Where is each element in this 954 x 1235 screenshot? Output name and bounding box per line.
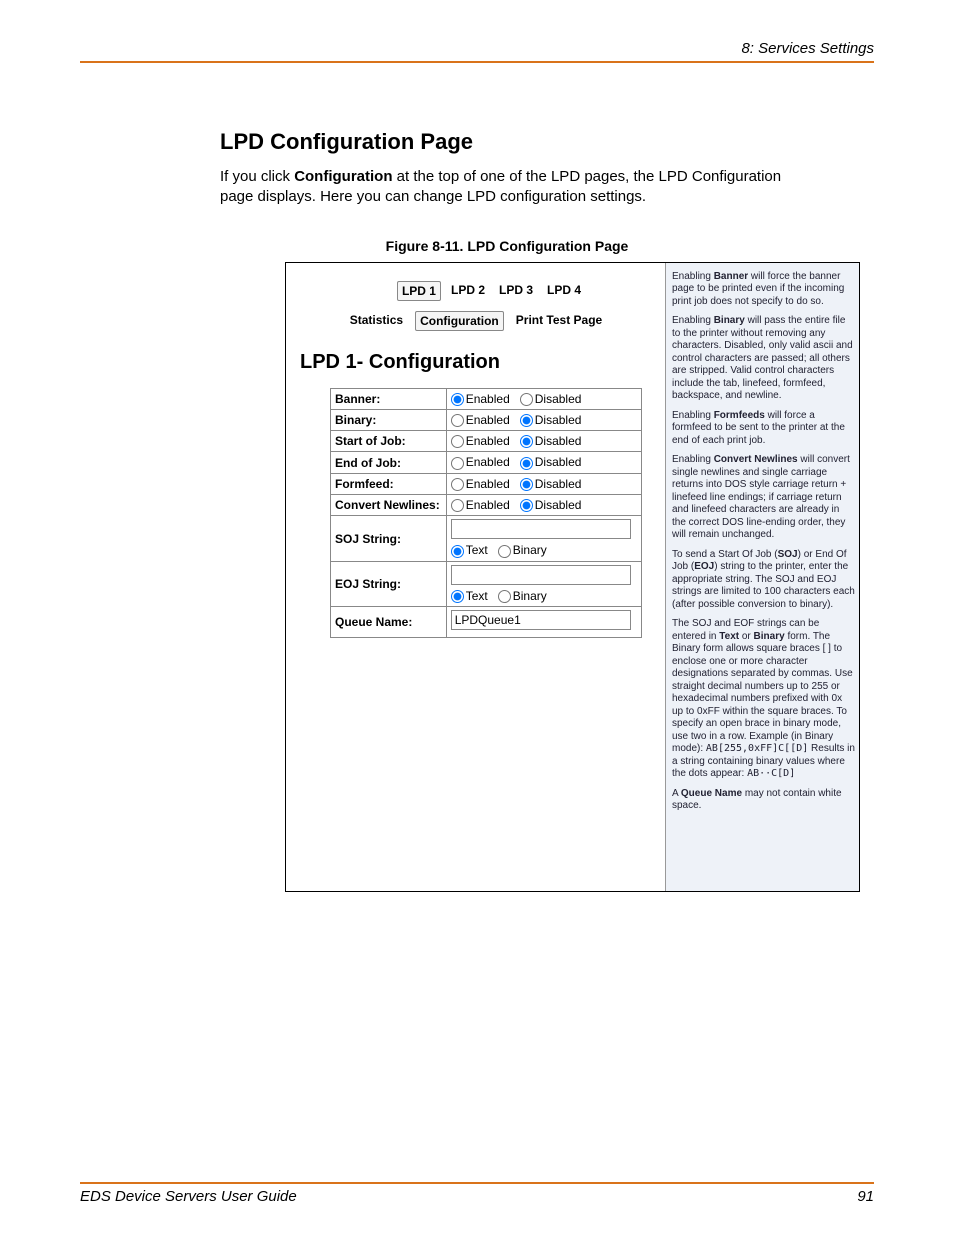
row-eoj: End of Job: Enabled Disabled [331,452,642,473]
subtab-configuration[interactable]: Configuration [415,311,504,331]
row-soj: Start of Job: Enabled Disabled [331,431,642,452]
binary-disabled[interactable]: Disabled [520,413,582,427]
tab-lpd1[interactable]: LPD 1 [397,281,441,301]
config-title: LPD 1- Configuration [300,351,658,374]
ff-enabled[interactable]: Enabled [451,477,510,491]
row-soj-string: SOJ String: Text Binary [331,516,642,561]
row-formfeed: Formfeed: Enabled Disabled [331,473,642,494]
label-formfeed: Formfeed: [331,473,447,494]
subtab-statistics[interactable]: Statistics [346,311,407,331]
eoj-disabled[interactable]: Disabled [520,455,582,469]
binary-enabled[interactable]: Enabled [451,413,510,427]
banner-enabled[interactable]: Enabled [451,392,510,406]
label-sojstr: SOJ String: [331,516,447,561]
intro-pre: If you click [220,168,294,185]
ff-disabled[interactable]: Disabled [520,477,582,491]
label-soj: Start of Job: [331,431,447,452]
lpd-tabs: LPD 1 LPD 2 LPD 3 LPD 4 [294,281,658,301]
subtab-print-test[interactable]: Print Test Page [512,311,606,331]
sojstr-binary[interactable]: Binary [498,543,547,557]
label-binary: Binary: [331,409,447,430]
eojstr-text[interactable]: Text [451,589,488,603]
row-banner: Banner: Enabled Disabled [331,388,642,409]
row-binary: Binary: Enabled Disabled [331,409,642,430]
footer-page-number: 91 [857,1188,874,1205]
label-eojstr: EOJ String: [331,561,447,606]
label-cnl: Convert Newlines: [331,495,447,516]
tab-lpd3[interactable]: LPD 3 [495,281,537,301]
figure-caption: Figure 8-11. LPD Configuration Page [200,238,814,254]
banner-disabled[interactable]: Disabled [520,392,582,406]
footer-left: EDS Device Servers User Guide [80,1188,297,1205]
screenshot-frame: LPD 1 LPD 2 LPD 3 LPD 4 Statistics Confi… [285,262,860,892]
eoj-string-input[interactable] [451,565,631,585]
section-title: LPD Configuration Page [220,129,814,155]
header-chapter: 8: Services Settings [741,40,874,57]
intro-bold: Configuration [294,168,392,185]
soj-disabled[interactable]: Disabled [520,434,582,448]
cnl-enabled[interactable]: Enabled [451,498,510,512]
cnl-disabled[interactable]: Disabled [520,498,582,512]
eojstr-binary[interactable]: Binary [498,589,547,603]
sub-tabs: Statistics Configuration Print Test Page [294,311,658,331]
label-queue: Queue Name: [331,607,447,638]
row-eoj-string: EOJ String: Text Binary [331,561,642,606]
label-eoj: End of Job: [331,452,447,473]
soj-enabled[interactable]: Enabled [451,434,510,448]
intro-paragraph: If you click Configuration at the top of… [220,167,814,208]
queue-name-input[interactable] [451,610,631,630]
config-panel: LPD 1 LPD 2 LPD 3 LPD 4 Statistics Confi… [286,263,666,891]
tab-lpd2[interactable]: LPD 2 [447,281,489,301]
row-queue-name: Queue Name: [331,607,642,638]
header-rule [80,61,874,63]
page-footer: EDS Device Servers User Guide 91 [80,1182,874,1205]
sojstr-text[interactable]: Text [451,543,488,557]
help-panel: Enabling Banner will force the banner pa… [665,263,859,891]
config-table: Banner: Enabled Disabled Binary: Enabled… [330,388,642,639]
tab-lpd4[interactable]: LPD 4 [543,281,585,301]
eoj-enabled[interactable]: Enabled [451,455,510,469]
soj-string-input[interactable] [451,519,631,539]
label-banner: Banner: [331,388,447,409]
row-convert-newlines: Convert Newlines: Enabled Disabled [331,495,642,516]
